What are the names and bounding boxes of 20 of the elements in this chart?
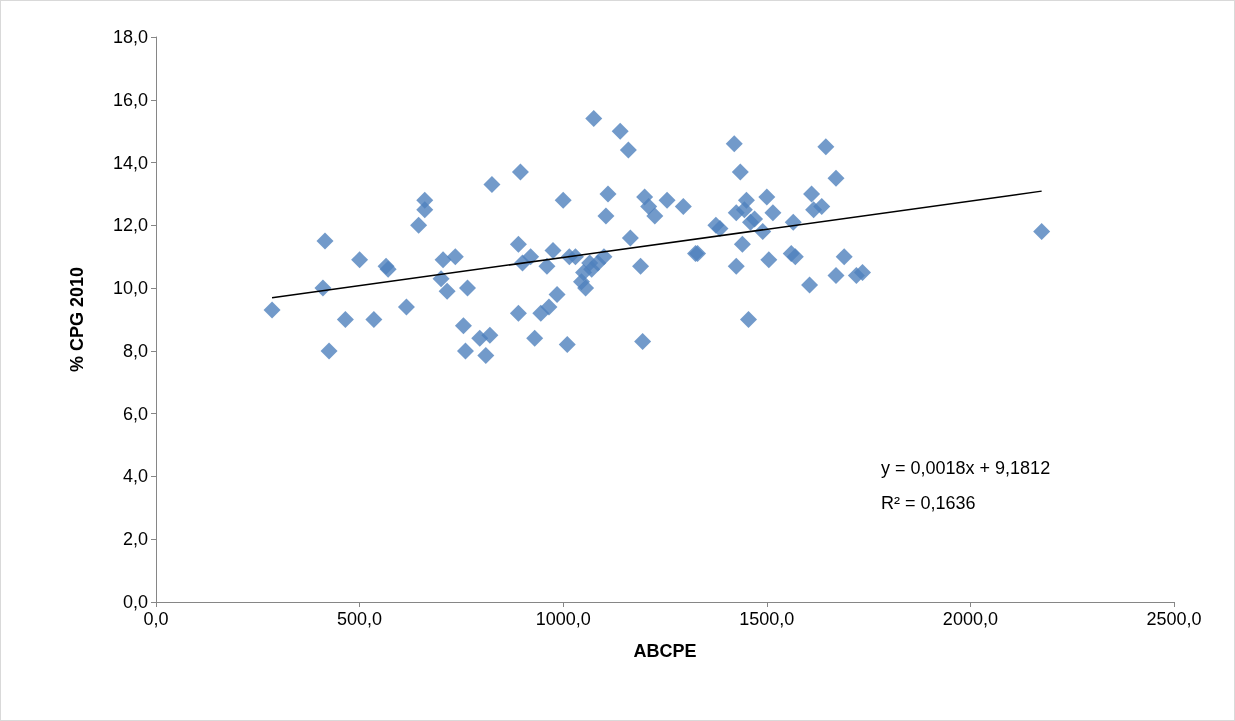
y-axis-title: % CPG 2010 <box>67 266 87 373</box>
y-tick-label: 16,0 <box>112 89 148 110</box>
annotation: y = 0,0018x + 9,1812 <box>881 458 1051 478</box>
y-tick-label: 12,0 <box>112 215 148 236</box>
x-tick-label: 0,0 <box>143 609 169 629</box>
x-tick-label: 2500,0 <box>1146 609 1202 629</box>
x-tick-label: 1000,0 <box>535 609 591 629</box>
y-tick-label: 8,0 <box>122 340 148 361</box>
y-tick-label: 14,0 <box>112 152 148 173</box>
x-tick-label: 500,0 <box>337 609 383 629</box>
x-axis-title: ABCPE <box>633 641 697 661</box>
x-tick-label: 2000,0 <box>942 609 998 629</box>
y-tick-label: 2,0 <box>122 529 148 550</box>
y-tick-label: 0,0 <box>122 592 148 612</box>
y-tick-label: 10,0 <box>112 278 148 299</box>
x-tick-label: 1500,0 <box>739 609 795 629</box>
y-tick-label: 6,0 <box>122 403 148 424</box>
y-tick-label: 18,0 <box>112 27 148 47</box>
y-tick-label: 4,0 <box>122 466 148 487</box>
annotation: R² = 0,1636 <box>881 493 976 513</box>
